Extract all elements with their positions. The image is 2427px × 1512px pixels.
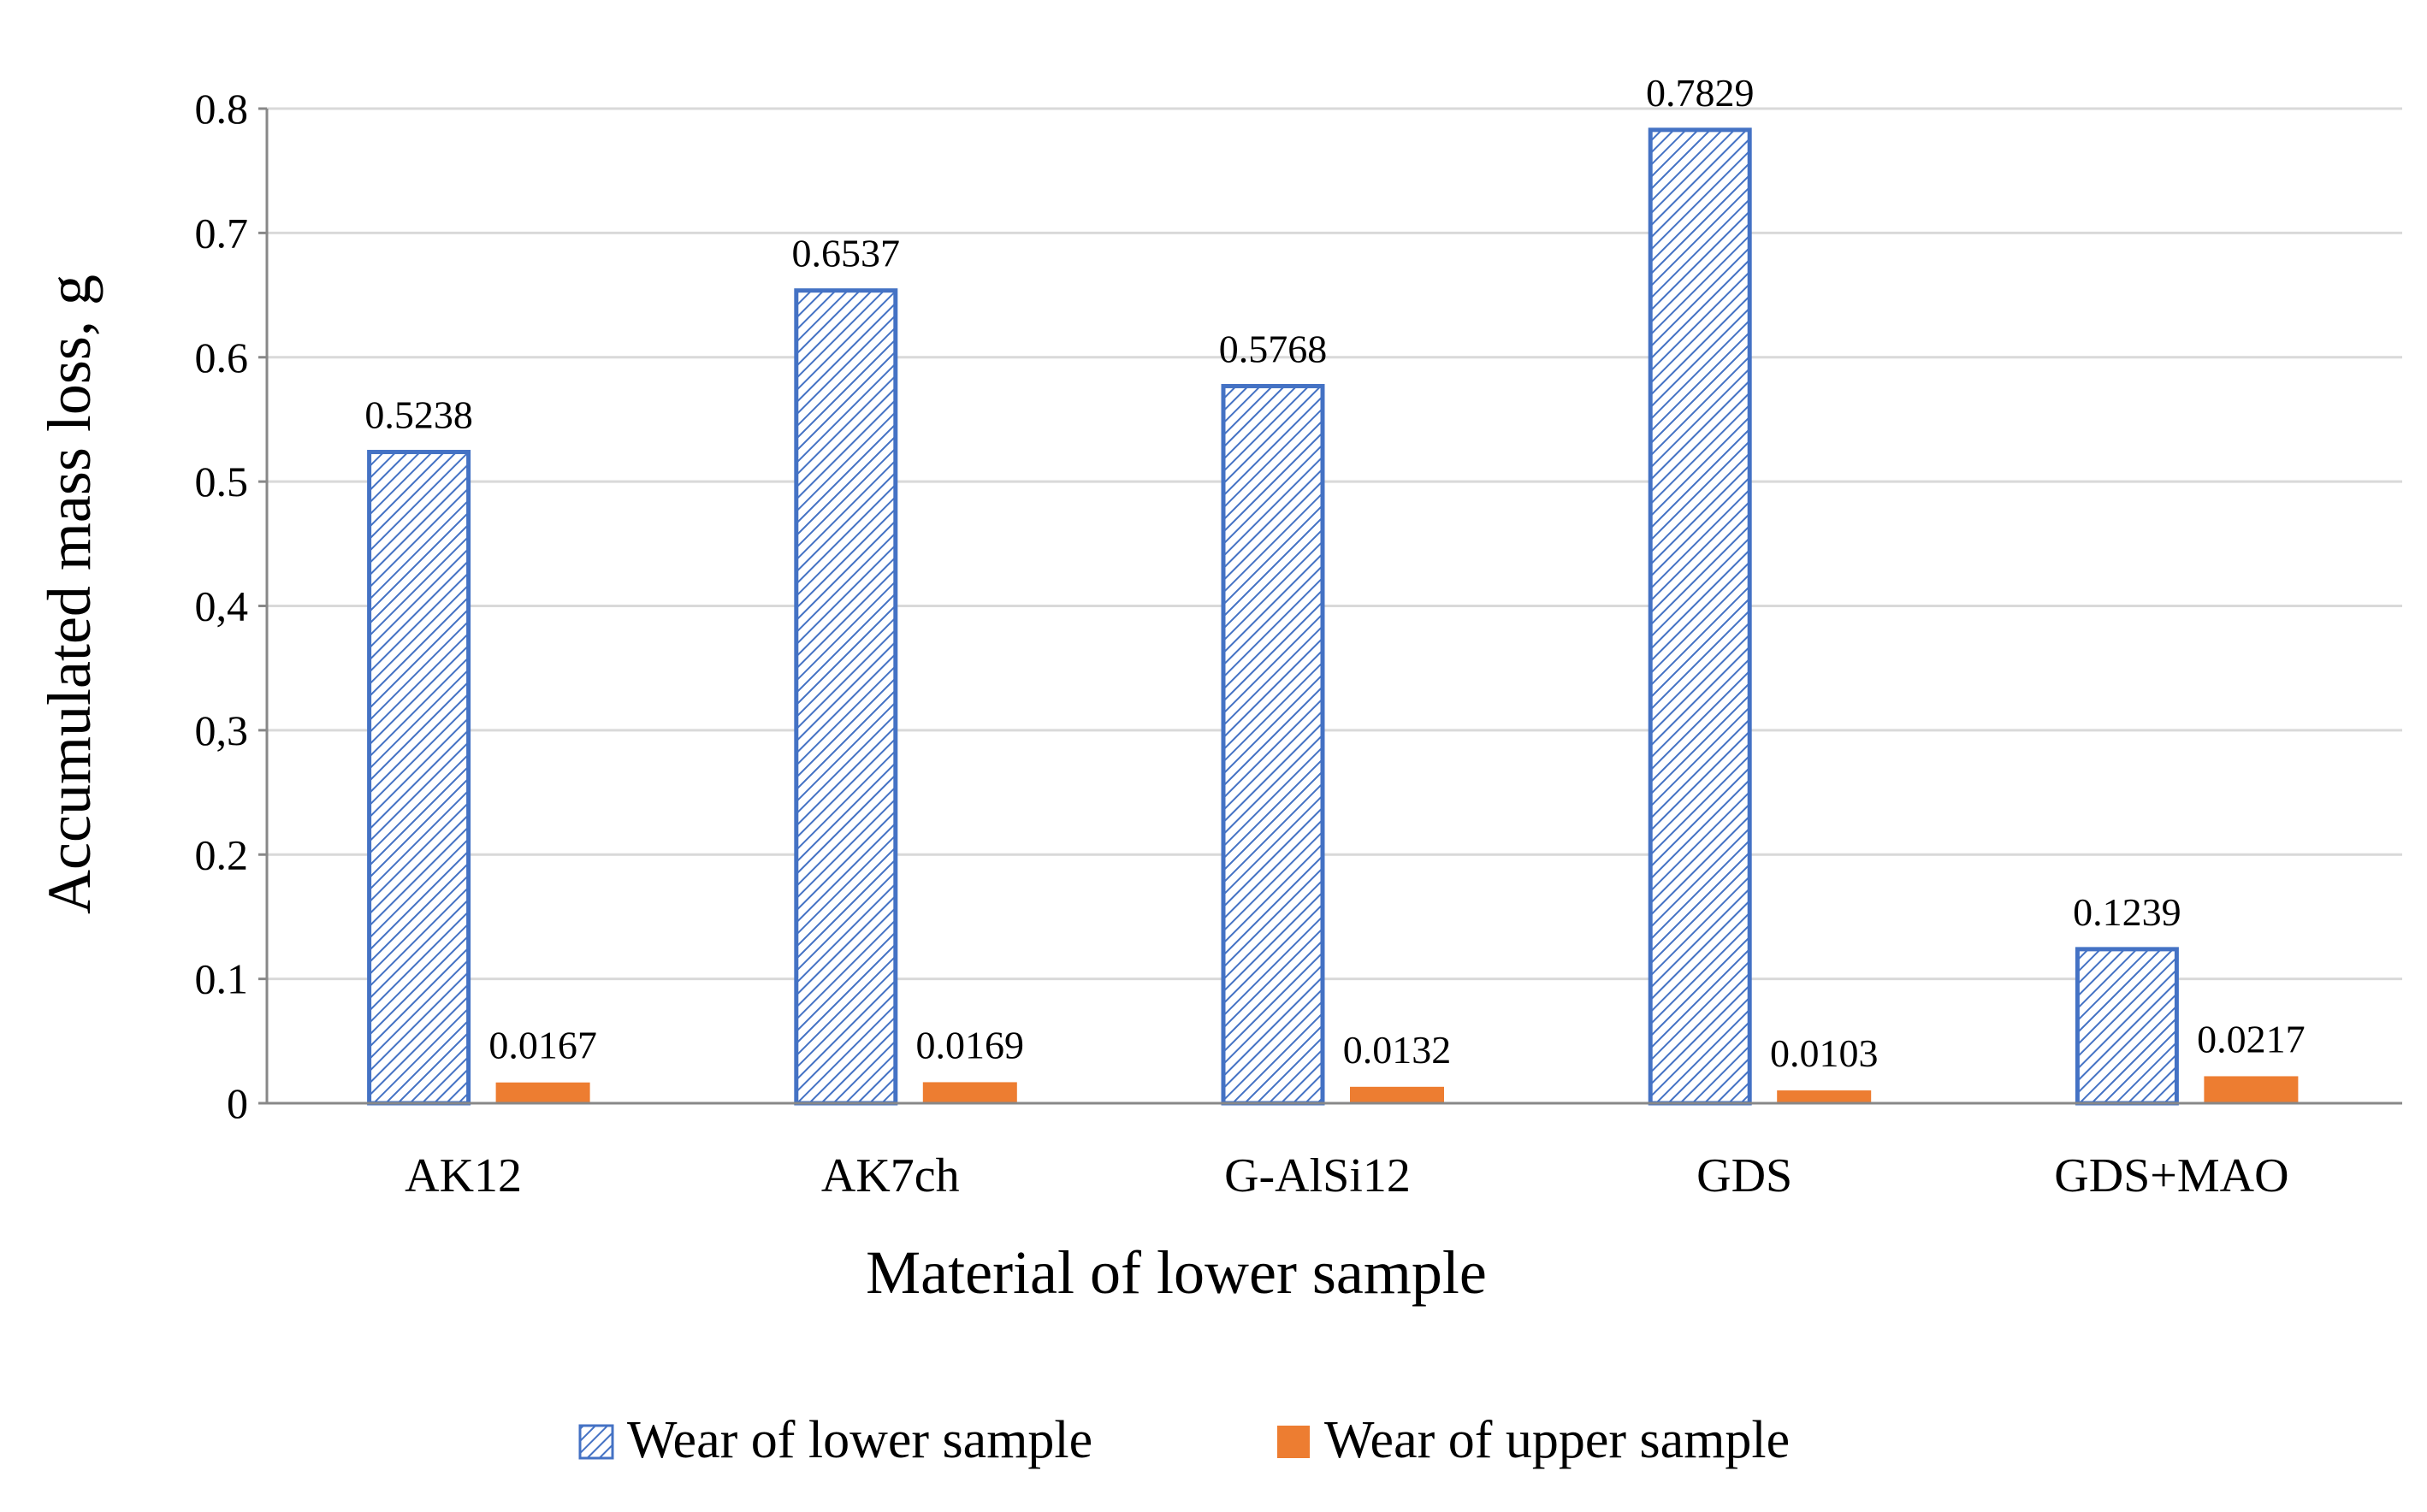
legend-label-lower: Wear of lower sample [627,1411,1092,1469]
legend-swatch-upper [1277,1426,1310,1458]
x-tick-label: G-AlSi12 [1224,1149,1411,1202]
x-tick-label: GDS [1696,1149,1792,1202]
x-axis-title: Material of lower sample [866,1238,1487,1307]
y-tick-label: 0.7 [195,209,249,257]
data-label: 0.5768 [1219,327,1328,370]
y-tick-label: 0.8 [195,85,249,133]
bar-upper-ak7ch [922,1082,1017,1103]
x-tick-label: AK7ch [821,1149,960,1202]
bar-lower-gds [1648,127,1752,1106]
x-axis-ticks: AK12 AK7ch G-AlSi12 GDS GDS+MAO [405,1149,2288,1202]
bar-upper-ak12 [495,1082,590,1103]
y-axis-title: Accumulated mass loss, g [35,275,104,914]
bars [367,127,2299,1106]
bar-lower-ak7ch [794,288,898,1106]
y-tick-label: 0.6 [195,334,249,381]
y-tick-label: 0.2 [195,830,249,878]
y-axis-ticks: 0 0.1 0.2 0,3 0,4 0.5 0.6 0.7 0.8 [195,85,267,1127]
bar-upper-gds [1777,1090,1872,1103]
legend-label-upper: Wear of upper sample [1324,1411,1790,1469]
y-tick-label: 0 [227,1079,248,1127]
data-labels: 0.5238 0.0167 0.6537 0.0169 0.5768 0.0132 0.78… [364,71,2305,1075]
y-tick-label: 0,3 [195,706,249,754]
gridlines [267,107,2402,981]
legend-swatch-lower [578,1424,614,1460]
data-label: 0.0217 [2197,1017,2306,1060]
data-label: 0.0167 [488,1024,597,1067]
data-label: 0.0169 [916,1023,1025,1066]
bar-lower-gds-mao [2075,947,2179,1106]
x-tick-label: AK12 [405,1149,522,1202]
bar-upper-gds-mao [2204,1076,2299,1103]
x-tick-label: GDS+MAO [2054,1149,2288,1202]
data-label: 0.5238 [364,393,473,437]
bar-upper-g-alsi12 [1350,1086,1444,1103]
data-label: 0.0132 [1343,1028,1452,1072]
data-label: 0.1239 [2073,890,2181,934]
bar-lower-g-alsi12 [1221,383,1325,1106]
y-tick-label: 0.1 [195,955,249,1003]
bar-lower-ak12 [367,450,471,1106]
data-label: 0.6537 [792,232,901,275]
y-tick-label: 0,4 [195,582,249,630]
legend: Wear of lower sample Wear of upper sampl… [578,1411,1790,1469]
y-tick-label: 0.5 [195,458,249,505]
data-label: 0.7829 [1646,71,1755,115]
data-label: 0.0103 [1770,1031,1879,1075]
